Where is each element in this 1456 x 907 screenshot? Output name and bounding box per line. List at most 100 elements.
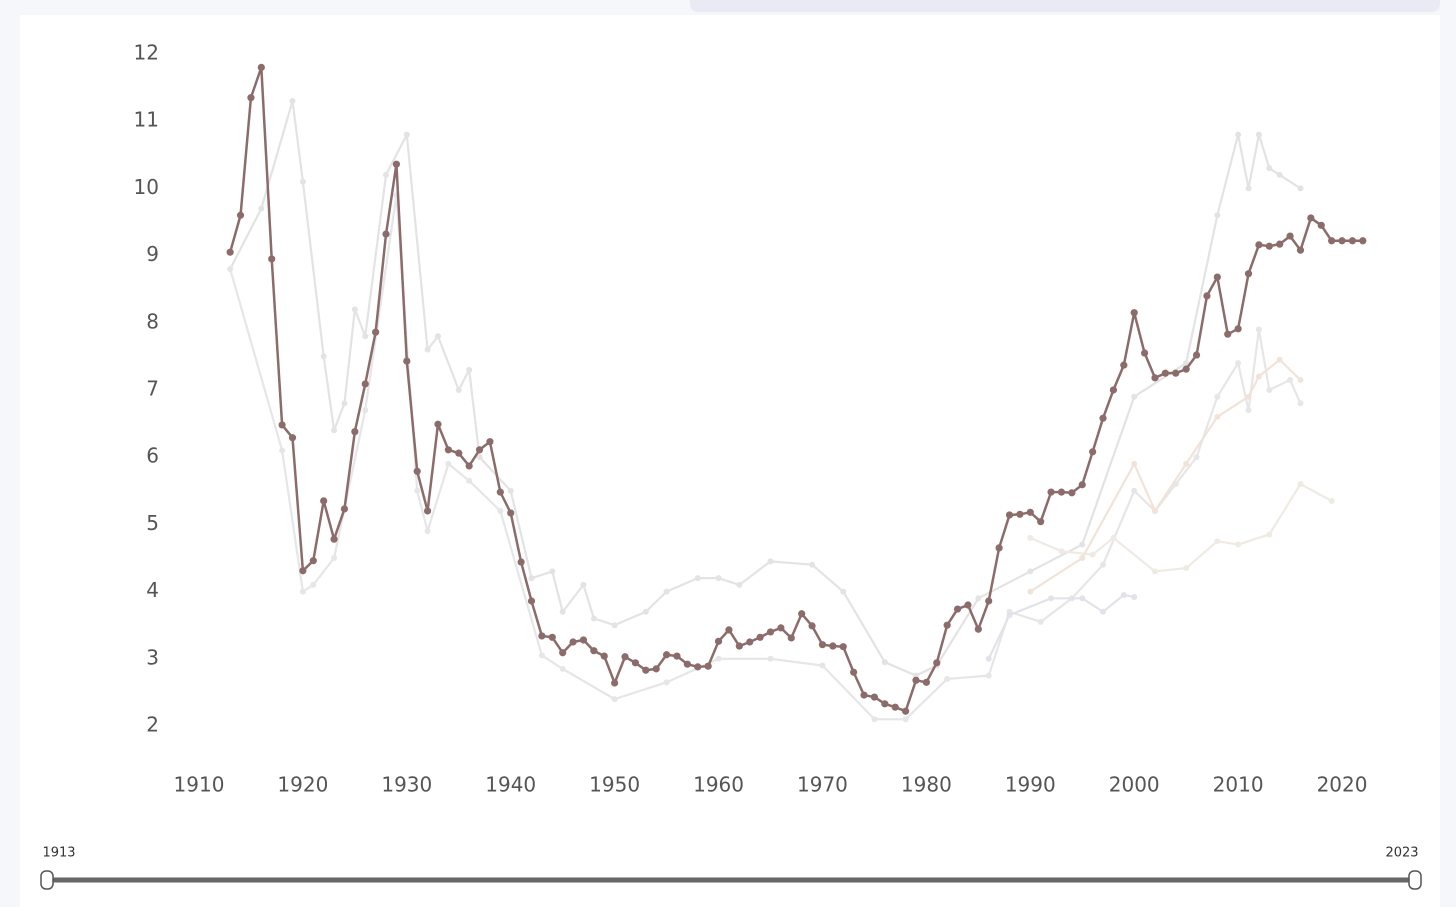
data-point bbox=[974, 625, 982, 633]
data-point bbox=[1328, 237, 1336, 245]
data-point bbox=[1192, 351, 1201, 359]
data-point bbox=[527, 597, 536, 605]
data-point bbox=[1307, 214, 1315, 222]
data-point bbox=[278, 421, 286, 429]
data-point bbox=[683, 660, 691, 668]
data-point bbox=[424, 528, 431, 535]
data-point bbox=[1183, 360, 1190, 367]
data-point bbox=[1338, 237, 1346, 245]
data-point bbox=[590, 647, 598, 655]
data-point bbox=[621, 653, 629, 661]
data-point bbox=[611, 696, 618, 703]
data-point bbox=[362, 407, 369, 414]
data-point bbox=[341, 400, 348, 407]
data-point bbox=[1359, 237, 1367, 245]
data-point bbox=[631, 659, 640, 667]
data-point bbox=[1255, 131, 1262, 138]
data-point bbox=[819, 662, 826, 669]
data-point bbox=[787, 634, 795, 642]
data-point bbox=[975, 595, 982, 602]
data-point bbox=[985, 597, 993, 605]
data-point bbox=[767, 655, 774, 662]
data-point bbox=[403, 131, 410, 138]
data-point bbox=[735, 642, 743, 650]
data-point bbox=[361, 380, 369, 388]
data-point bbox=[891, 703, 899, 711]
data-point bbox=[559, 665, 566, 672]
data-point bbox=[1235, 131, 1242, 138]
data-point bbox=[268, 255, 276, 263]
data-point bbox=[1057, 488, 1066, 496]
data-point bbox=[559, 649, 567, 657]
data-point bbox=[1255, 326, 1262, 333]
data-point bbox=[829, 642, 837, 650]
data-point bbox=[1005, 511, 1014, 519]
data-point bbox=[922, 678, 930, 686]
x-tick-label: 1950 bbox=[589, 773, 640, 797]
series-line bbox=[229, 99, 1302, 677]
data-point bbox=[445, 460, 452, 467]
data-point bbox=[663, 588, 670, 595]
data-point bbox=[392, 160, 401, 168]
data-point bbox=[777, 624, 785, 632]
data-point bbox=[247, 94, 255, 102]
data-point bbox=[538, 632, 546, 640]
data-point bbox=[1026, 508, 1034, 516]
data-point bbox=[901, 707, 910, 715]
data-point bbox=[528, 575, 535, 582]
data-point bbox=[340, 505, 349, 513]
data-point bbox=[1296, 246, 1305, 254]
data-point bbox=[414, 487, 421, 494]
data-point bbox=[756, 633, 764, 641]
data-point bbox=[434, 333, 441, 340]
data-point bbox=[1348, 237, 1357, 245]
data-point bbox=[840, 588, 847, 595]
data-point bbox=[1079, 595, 1086, 602]
data-point bbox=[694, 575, 701, 582]
data-point bbox=[1079, 554, 1086, 561]
data-point bbox=[1224, 330, 1232, 338]
data-point bbox=[1109, 386, 1118, 394]
data-point bbox=[1089, 448, 1097, 456]
data-point bbox=[1266, 531, 1273, 538]
data-point bbox=[1048, 595, 1055, 602]
data-point bbox=[1079, 541, 1086, 548]
data-point bbox=[1120, 361, 1128, 369]
data-point bbox=[424, 346, 431, 353]
slider-start-label: 1913 bbox=[42, 846, 75, 861]
data-point bbox=[279, 447, 286, 454]
data-point bbox=[226, 248, 234, 256]
data-point bbox=[403, 357, 411, 365]
data-point bbox=[331, 554, 338, 561]
slider-handle-end[interactable] bbox=[1408, 870, 1422, 890]
data-point bbox=[1161, 369, 1169, 377]
x-tick-label: 1990 bbox=[1005, 773, 1056, 797]
data-point bbox=[1297, 376, 1304, 383]
data-point bbox=[1234, 325, 1242, 333]
data-point bbox=[466, 477, 473, 484]
data-point bbox=[870, 693, 879, 701]
slider-handle-start[interactable] bbox=[40, 870, 54, 890]
data-point bbox=[839, 643, 847, 651]
data-point bbox=[1047, 488, 1055, 496]
data-point bbox=[766, 628, 775, 636]
data-point bbox=[1100, 608, 1107, 615]
data-point bbox=[549, 568, 556, 575]
data-point bbox=[1110, 534, 1117, 541]
data-point bbox=[985, 672, 992, 679]
data-point bbox=[1286, 232, 1294, 240]
data-point bbox=[383, 171, 390, 178]
data-point bbox=[1131, 593, 1138, 600]
data-point bbox=[1276, 240, 1284, 248]
data-point bbox=[694, 663, 702, 671]
data-point bbox=[351, 306, 358, 313]
data-point bbox=[1214, 538, 1221, 545]
data-point bbox=[517, 558, 525, 566]
data-point bbox=[964, 601, 972, 609]
data-point bbox=[1099, 414, 1107, 422]
data-point bbox=[1317, 221, 1325, 229]
y-tick-label: 9 bbox=[146, 242, 159, 266]
data-point bbox=[746, 638, 754, 646]
